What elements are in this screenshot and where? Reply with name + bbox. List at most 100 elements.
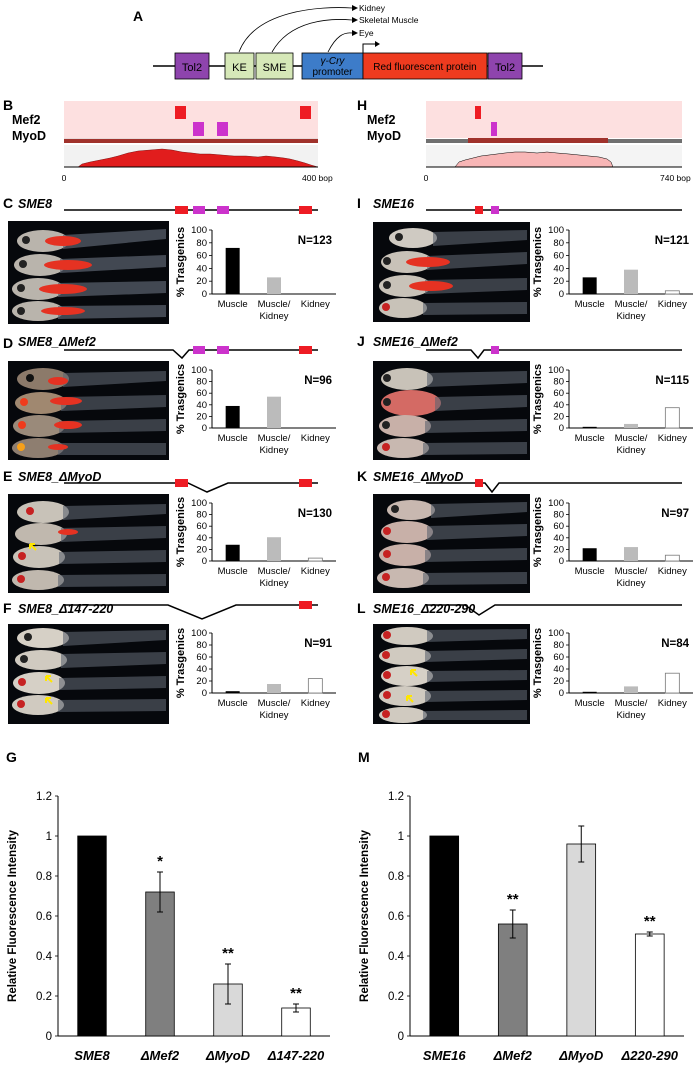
yellow-arrow-icon [29,543,37,551]
panel-letter-d: D [3,335,13,351]
y-tick-label: 40 [553,263,564,274]
category-label: Kidney [616,445,645,456]
category-label: Kidney [301,698,330,709]
construct-line-d: D SME8_ΔMef2 [3,335,318,360]
construct-label: SME8_ΔMyoD [18,470,101,484]
category-label: Kidney [658,566,687,577]
y-axis-label: Relative Fluorescence Intensity [359,829,371,1002]
y-tick-label: 0.2 [36,991,52,1003]
alignment-bar [64,139,318,143]
bar [267,277,281,294]
y-axis-label: % Trasgenics [175,628,187,698]
axis-end-label: 400 bop [302,173,333,183]
y-tick-label: 0.4 [36,951,53,963]
bar [267,537,281,561]
y-tick-label: 80 [196,238,207,249]
bar [497,923,528,1037]
category-label: Kidney [259,311,288,322]
construct-label: SME8 [18,197,52,211]
tol2-right-label: Tol2 [495,62,515,74]
category-label: Kidney [301,433,330,444]
y-axis-label: % Trasgenics [175,497,187,567]
y-tick-label: 60 [196,652,207,663]
panel-letter: M [358,749,370,765]
category-label: Muscle/ [615,299,648,310]
y-axis-label: % Trasgenics [532,628,544,698]
significance-label: ** [507,891,519,908]
y-tick-label: 1.2 [36,791,52,803]
category-label: Muscle/ [258,299,291,310]
axis-start-label: 0 [62,173,67,183]
category-label: Kidney [616,311,645,322]
binding-map-right: H Mef2 MyoD 0 740 bop [357,97,691,183]
target-skeletal-muscle: Skeletal Muscle [359,15,419,25]
panel-letter-j: J [357,333,365,349]
n-count-label: N=91 [304,638,332,650]
y-tick-label: 60 [196,521,207,532]
ke-box [224,52,255,80]
yellow-arrow-icon [45,675,53,683]
tadpole-image-e [8,494,169,593]
y-tick-label: 80 [196,640,207,651]
y-tick-label: 80 [196,510,207,521]
y-tick-label: 100 [548,225,564,236]
y-tick-label: 0 [202,556,207,567]
tadpole-image-c [8,221,169,324]
bar [225,247,240,294]
yellow-arrow-icon [410,669,418,677]
bar [267,684,281,693]
y-tick-label: 0.6 [388,911,404,923]
n-count-label: N=121 [655,235,690,247]
y-tick-label: 20 [196,411,207,422]
bar [225,544,240,561]
n-count-label: N=130 [298,508,332,520]
bar [634,933,665,1037]
gamma-cry-label: γ-Cry [321,56,346,67]
mef2-site [175,106,186,119]
rfp-label: Red fluorescent protein [373,62,476,73]
category-label: Kidney [616,578,645,589]
category-label: Kidney [301,299,330,310]
tol2-box-right [487,52,523,80]
category-label: Muscle/ [258,566,291,577]
alignment-bar [468,138,608,143]
y-axis-label: % Trasgenics [175,364,187,434]
category-label: Muscle [218,698,248,709]
tadpole-image-j [373,361,530,460]
y-tick-label: 1.2 [388,791,404,803]
category-label: Kidney [259,710,288,721]
myod-site [491,122,497,136]
n-count-label: N=115 [655,375,689,387]
bar [664,407,680,429]
construct-line-f: F SME8_Δ147-220 [3,600,318,620]
construct-line-e: E SME8_ΔMyoD [3,468,318,493]
category-label: Δ147-220 [267,1048,325,1063]
y-tick-label: 40 [196,400,207,411]
bar [429,835,460,1037]
mef2-site [300,106,311,119]
sme-label: SME [263,62,287,74]
category-label: SME16 [423,1048,466,1063]
construct-label: SME16_ΔMef2 [373,335,458,349]
y-tick-label: 40 [196,533,207,544]
y-tick-label: 40 [553,400,564,411]
axis-start-label: 0 [424,173,429,183]
panel-letter-a: A [133,8,143,24]
bar [664,290,680,295]
tol2-box-left [174,52,210,80]
category-label: Muscle [575,299,605,310]
y-tick-label: 60 [196,388,207,399]
panel-letter-b: B [3,97,13,113]
bar [582,691,597,693]
y-tick-label: 100 [191,225,207,236]
category-label: Kidney [616,710,645,721]
y-axis-label: Relative Fluorescence Intensity [7,829,19,1002]
y-tick-label: 40 [553,533,564,544]
panel-letter-f: F [3,600,12,616]
y-tick-label: 40 [196,664,207,675]
bar [77,835,107,1037]
myod-site [217,122,228,136]
significance-label: * [157,853,163,870]
